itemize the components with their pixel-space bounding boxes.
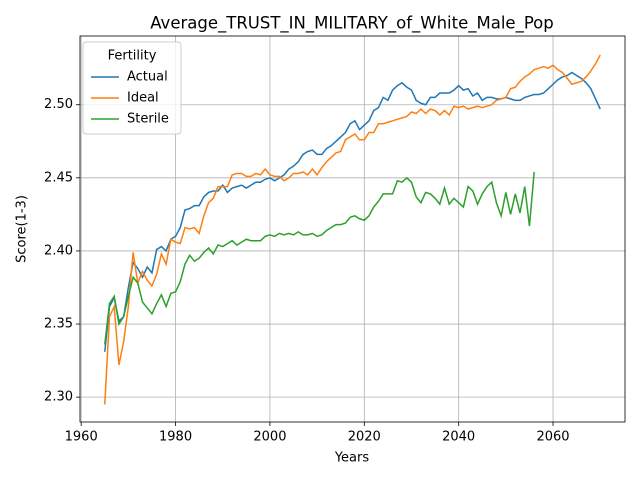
legend-label: Sterile (127, 112, 169, 127)
x-tick-label: 1980 (159, 430, 192, 445)
legend-box (82, 41, 182, 135)
y-tick-label: 2.30 (44, 390, 73, 405)
x-axis-label: Years (334, 451, 370, 466)
legend-title: Fertility (108, 49, 157, 64)
y-tick-label: 2.50 (44, 97, 73, 112)
series-line (104, 71, 601, 352)
legend-label: Ideal (127, 91, 159, 106)
plot-frame (79, 35, 626, 423)
y-tick-label: 2.40 (44, 243, 73, 258)
x-tick-label: 2060 (536, 430, 569, 445)
legend: Fertility Actual Ideal Sterile (82, 41, 182, 135)
y-axis-label: Score(1-3) (15, 195, 30, 263)
series-line (104, 54, 601, 405)
legend-label: Actual (127, 70, 168, 85)
series-line (104, 171, 535, 345)
chart-title: Average_TRUST_IN_MILITARY_of_White_Male_… (150, 14, 554, 34)
x-tick-label: 2020 (348, 430, 381, 445)
x-tick-label: 1960 (65, 430, 98, 445)
x-tick-label: 2000 (253, 430, 286, 445)
y-tick-label: 2.45 (44, 170, 73, 185)
x-tick-label: 2040 (442, 430, 475, 445)
y-tick-label: 2.35 (44, 317, 73, 332)
